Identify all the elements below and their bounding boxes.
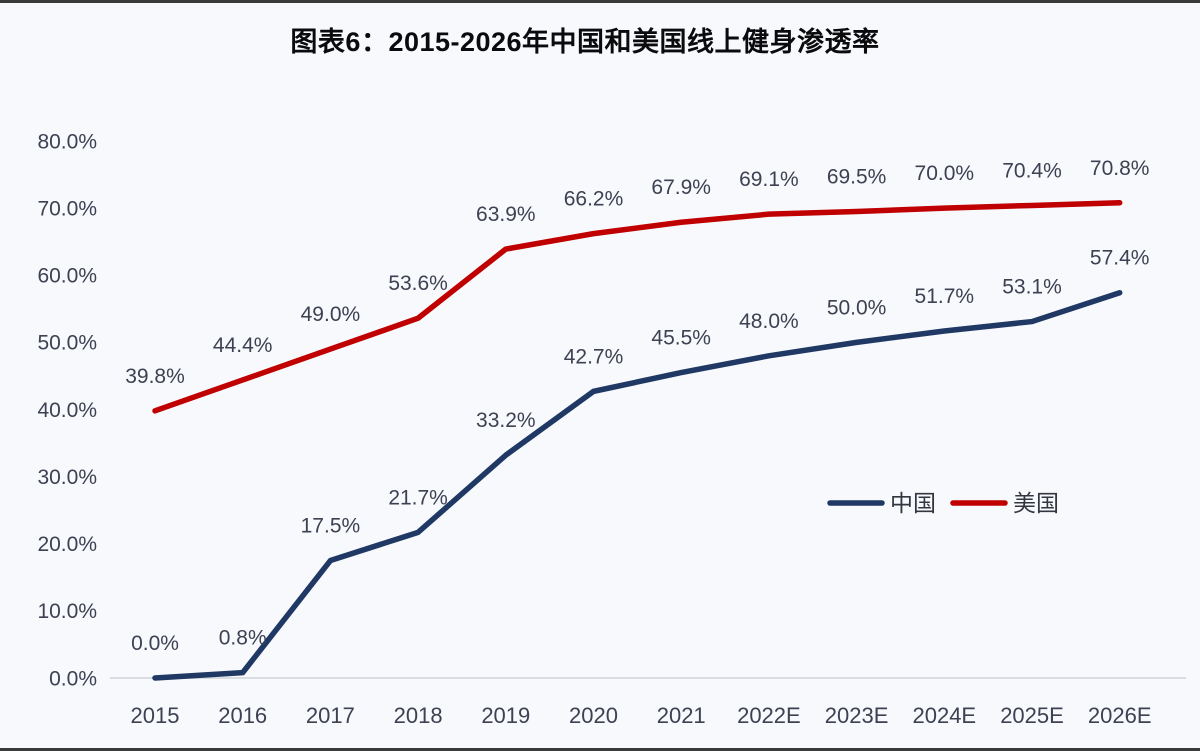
x-tick-label: 2020	[569, 703, 618, 728]
x-tick-label: 2022E	[737, 703, 801, 728]
x-tick-label: 2024E	[912, 703, 976, 728]
point-label-usa: 53.6%	[388, 272, 448, 295]
x-tick-label: 2025E	[1000, 703, 1064, 728]
y-tick-label: 80.0%	[37, 130, 97, 153]
point-label-china: 17.5%	[301, 515, 361, 538]
point-label-china: 51.7%	[915, 285, 975, 308]
point-label-china: 57.4%	[1090, 247, 1150, 270]
x-tick-label: 2021	[657, 703, 706, 728]
point-label-usa: 39.8%	[125, 365, 185, 388]
series-line-china	[152, 289, 1123, 681]
point-label-china: 42.7%	[564, 345, 624, 368]
point-label-usa: 69.5%	[827, 165, 887, 188]
point-label-china: 33.2%	[476, 409, 536, 432]
point-label-china: 48.0%	[739, 310, 799, 333]
point-label-usa: 70.4%	[1002, 159, 1062, 182]
x-tick-label: 2019	[481, 703, 530, 728]
chart-title: 图表6：2015-2026年中国和美国线上健身渗透率	[290, 27, 880, 57]
point-label-usa: 44.4%	[213, 334, 273, 357]
x-tick-label: 2016	[218, 703, 267, 728]
bottom-edge-line	[0, 748, 1200, 751]
point-label-china: 0.8%	[219, 627, 267, 650]
point-label-usa: 67.9%	[651, 176, 711, 199]
y-tick-label: 40.0%	[37, 399, 97, 422]
y-tick-label: 60.0%	[37, 265, 97, 288]
point-label-usa: 63.9%	[476, 203, 536, 226]
x-tick-label: 2018	[394, 703, 443, 728]
point-label-china: 53.1%	[1002, 276, 1062, 299]
point-label-usa: 69.1%	[739, 168, 799, 191]
point-label-china: 0.0%	[131, 632, 179, 655]
y-tick-label: 70.0%	[37, 197, 97, 220]
point-label-china: 50.0%	[827, 296, 887, 319]
legend-label-usa: 美国	[1013, 490, 1059, 516]
y-tick-label: 50.0%	[37, 332, 97, 355]
point-label-china: 45.5%	[651, 327, 711, 350]
x-tick-label: 2026E	[1088, 703, 1152, 728]
point-label-china: 21.7%	[388, 486, 448, 509]
series-line-usa	[152, 200, 1123, 414]
point-label-usa: 49.0%	[301, 303, 361, 326]
point-label-usa: 70.8%	[1090, 157, 1150, 180]
x-tick-label: 2015	[131, 703, 180, 728]
point-label-usa: 66.2%	[564, 188, 624, 211]
point-label-usa: 70.0%	[915, 162, 975, 185]
legend-label-china: 中国	[890, 490, 936, 516]
y-tick-label: 0.0%	[49, 667, 97, 690]
y-tick-label: 20.0%	[37, 533, 97, 556]
y-tick-label: 10.0%	[37, 600, 97, 623]
top-edge-line	[0, 0, 1200, 3]
x-tick-label: 2017	[306, 703, 355, 728]
x-tick-label: 2023E	[825, 703, 889, 728]
y-tick-label: 30.0%	[37, 466, 97, 489]
